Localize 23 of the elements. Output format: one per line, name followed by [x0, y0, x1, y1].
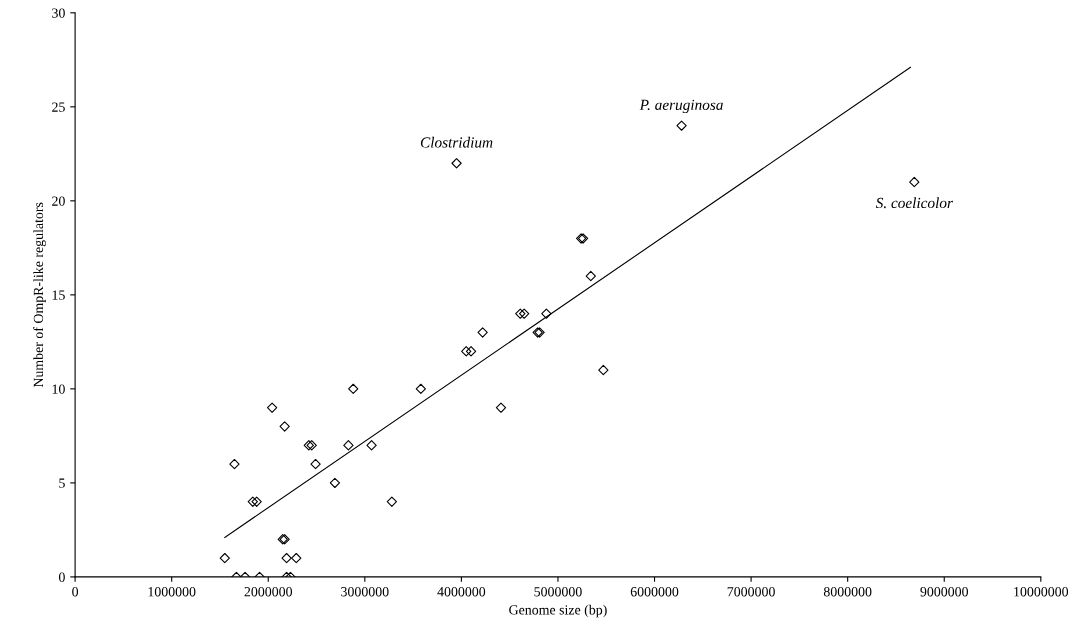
y-tick-label: 0 — [58, 572, 65, 582]
y-tick-label: 30 — [52, 8, 65, 18]
x-tick-label: 6000000 — [630, 587, 679, 597]
x-tick-label: 4000000 — [437, 587, 486, 597]
x-tick-label: 1000000 — [148, 587, 196, 597]
annotation: S. coelicolor — [875, 197, 953, 209]
x-tick-label: 2000000 — [244, 587, 293, 597]
y-axis-title: Number of OmpR-like regulators — [33, 202, 46, 388]
y-tick-label: 25 — [52, 102, 65, 112]
x-tick-label: 3000000 — [341, 587, 389, 597]
y-tick-label: 20 — [52, 196, 65, 206]
annotation: P. aeruginosa — [639, 99, 723, 114]
x-tick-label: 7000000 — [727, 587, 775, 597]
y-tick-label: 5 — [59, 478, 65, 488]
x-tick-label: 10000000 — [1014, 587, 1069, 597]
x-tick-label: 0 — [72, 587, 79, 597]
x-tick-label: 8000000 — [823, 587, 872, 597]
annotation: Clostridium — [420, 136, 493, 148]
x-tick-label: 9000000 — [920, 587, 969, 597]
y-tick-label: 15 — [52, 290, 65, 300]
x-axis-title: Genome size (bp) — [509, 604, 607, 618]
y-tick-label: 10 — [52, 384, 65, 394]
x-tick-label: 5000000 — [534, 587, 582, 597]
